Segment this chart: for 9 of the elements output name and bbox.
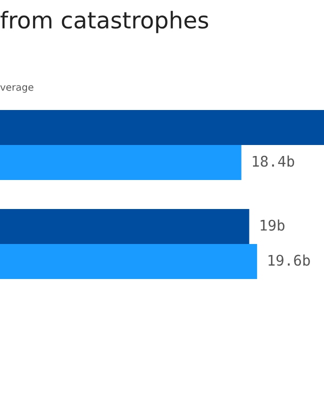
bar <box>0 208 250 244</box>
data-label: 18.4b <box>252 156 294 167</box>
data-label: 19.6b <box>268 254 310 266</box>
chart-title: from catastrophes <box>0 10 208 34</box>
text: verage <box>0 85 34 93</box>
bar <box>0 145 242 180</box>
bar <box>0 110 324 145</box>
bar <box>0 244 258 280</box>
data-label: 19b <box>260 219 284 231</box>
